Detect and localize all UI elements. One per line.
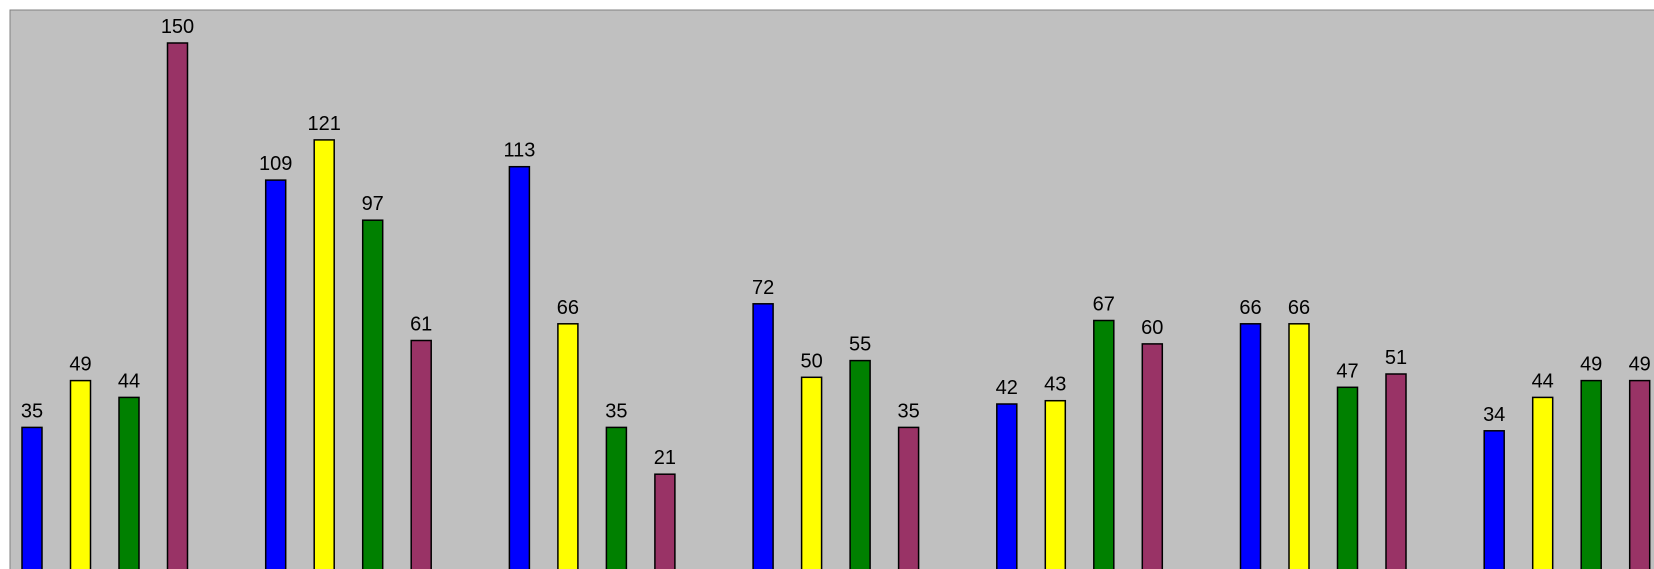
bars-layer [21, 42, 1651, 569]
data-label: 121 [308, 113, 341, 135]
bar [897, 426, 920, 569]
data-label: 21 [654, 447, 676, 469]
bar [166, 42, 189, 569]
data-label: 60 [1141, 317, 1163, 339]
bar [21, 426, 43, 569]
bar [313, 139, 335, 569]
labels-layer: 35 109 113 72 42 66 34 49 121 66 50 43 66 44 44 97 35 55 6… [21, 16, 1651, 469]
bar [361, 219, 384, 569]
bar [1531, 396, 1554, 569]
bar [996, 403, 1018, 569]
bar [1093, 319, 1115, 569]
data-label: 35 [21, 400, 43, 422]
bar [1628, 379, 1651, 569]
data-label: 49 [69, 354, 91, 376]
bar [118, 396, 140, 569]
data-label: 113 [503, 140, 535, 162]
bar [264, 179, 287, 569]
bar [1336, 386, 1359, 569]
bar [605, 426, 628, 569]
data-label: 47 [1336, 360, 1358, 382]
bar [1483, 430, 1505, 569]
data-label: 35 [605, 400, 627, 422]
bar [1044, 399, 1067, 569]
data-label: 66 [1239, 297, 1261, 319]
bar [557, 323, 579, 569]
data-label: 55 [849, 334, 871, 356]
bar [1141, 343, 1164, 569]
bar [1288, 323, 1310, 569]
data-label: 34 [1483, 404, 1505, 426]
bar [800, 376, 823, 569]
data-label: 61 [410, 314, 432, 336]
data-label: 109 [259, 153, 292, 175]
bar [410, 339, 432, 569]
data-label: 44 [118, 370, 140, 392]
data-label: 72 [752, 277, 774, 299]
data-label: 66 [1288, 297, 1310, 319]
data-label: 66 [557, 297, 579, 319]
bar [508, 165, 531, 569]
data-label: 50 [800, 350, 822, 372]
bar [849, 359, 871, 569]
bar [1385, 373, 1407, 569]
bar [654, 473, 676, 569]
data-label: 97 [362, 193, 384, 215]
data-label: 44 [1532, 370, 1554, 392]
data-label: 49 [1580, 354, 1602, 376]
data-label: 35 [897, 400, 919, 422]
data-label: 42 [996, 377, 1018, 399]
bar [1239, 323, 1262, 569]
bar [1580, 379, 1602, 569]
bar [69, 379, 92, 569]
data-label: 150 [161, 16, 194, 38]
plot-area [9, 9, 1654, 569]
data-label: 51 [1385, 347, 1407, 369]
data-label: 49 [1629, 354, 1651, 376]
data-label: 67 [1093, 294, 1115, 316]
bar [752, 303, 774, 569]
data-label: 43 [1044, 374, 1066, 396]
